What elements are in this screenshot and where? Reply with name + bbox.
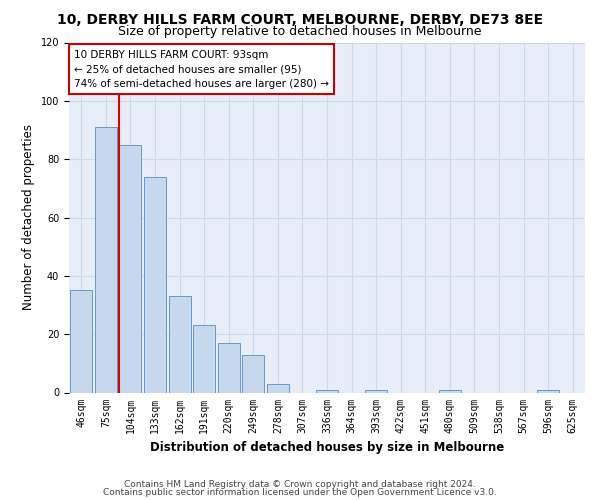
- Bar: [537, 390, 559, 392]
- X-axis label: Distribution of detached houses by size in Melbourne: Distribution of detached houses by size …: [150, 441, 504, 454]
- Bar: [193, 326, 215, 392]
- Bar: [439, 390, 461, 392]
- Bar: [169, 296, 191, 392]
- Y-axis label: Number of detached properties: Number of detached properties: [22, 124, 35, 310]
- Bar: [365, 390, 387, 392]
- Bar: [95, 127, 117, 392]
- Bar: [316, 390, 338, 392]
- Bar: [144, 176, 166, 392]
- Text: Contains public sector information licensed under the Open Government Licence v3: Contains public sector information licen…: [103, 488, 497, 497]
- Bar: [267, 384, 289, 392]
- Text: Size of property relative to detached houses in Melbourne: Size of property relative to detached ho…: [118, 25, 482, 38]
- Bar: [218, 343, 240, 392]
- Bar: [119, 144, 142, 392]
- Text: 10, DERBY HILLS FARM COURT, MELBOURNE, DERBY, DE73 8EE: 10, DERBY HILLS FARM COURT, MELBOURNE, D…: [57, 12, 543, 26]
- Text: 10 DERBY HILLS FARM COURT: 93sqm
← 25% of detached houses are smaller (95)
74% o: 10 DERBY HILLS FARM COURT: 93sqm ← 25% o…: [74, 50, 329, 89]
- Bar: [70, 290, 92, 392]
- Bar: [242, 354, 265, 393]
- Text: Contains HM Land Registry data © Crown copyright and database right 2024.: Contains HM Land Registry data © Crown c…: [124, 480, 476, 489]
